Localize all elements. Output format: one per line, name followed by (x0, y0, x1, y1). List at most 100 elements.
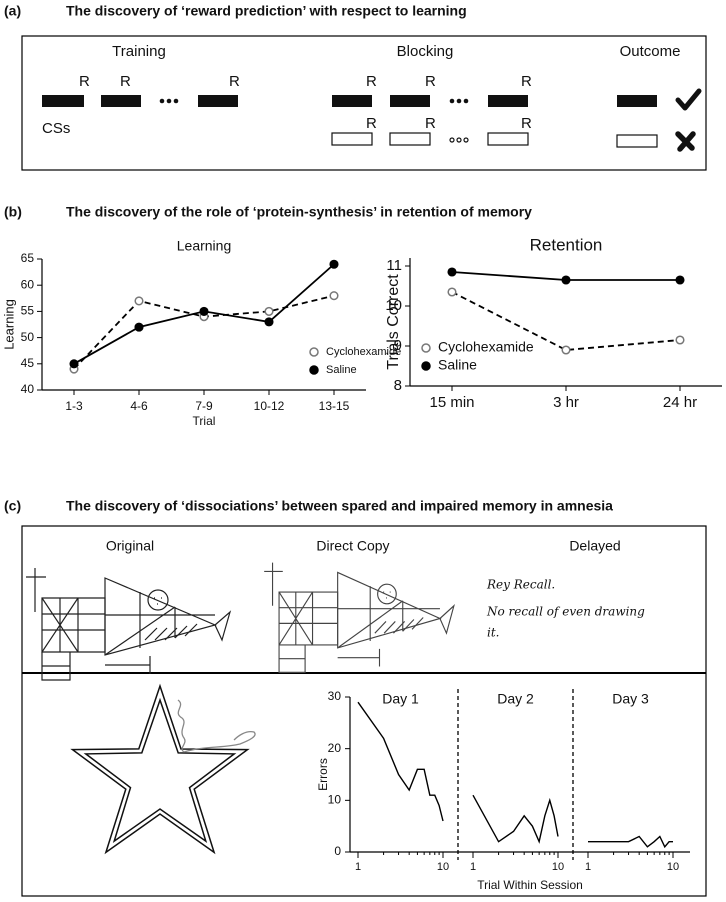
cs-bar (101, 95, 141, 107)
reinforcer: R (79, 73, 90, 90)
column-header: Delayed (569, 538, 620, 554)
series-line (357, 701, 444, 822)
legend-label: Saline (438, 357, 477, 373)
cross-mark (675, 131, 696, 152)
segment-label: Day 2 (497, 691, 534, 707)
marker (421, 361, 431, 371)
ellipsis-dot (463, 98, 469, 104)
y-tick-label: 60 (21, 277, 35, 291)
y-tick-label: 45 (21, 356, 35, 370)
cs-bar (332, 95, 372, 107)
panel-title: The discovery of ‘reward prediction’ wit… (66, 3, 467, 19)
cs-bar (389, 132, 431, 146)
y-tick-label: 11 (386, 257, 402, 274)
marker (329, 291, 339, 301)
segment-label: Day 3 (612, 691, 649, 707)
panel-title: The discovery of the role of ‘protein-sy… (66, 204, 532, 220)
y-tick-label: 10 (328, 793, 342, 807)
cs-bar (488, 95, 528, 107)
cs-bar (487, 132, 529, 146)
cs-label: CSs (42, 120, 70, 137)
x-axis-label: Trial (193, 414, 216, 428)
y-tick-label: 8 (394, 377, 402, 394)
panel-box (21, 35, 707, 171)
cs-bar (390, 95, 430, 107)
y-tick-label: 40 (21, 382, 35, 396)
y-tick-label: 50 (21, 330, 35, 344)
x-tick-label: 1-3 (65, 399, 83, 413)
marker (561, 345, 571, 355)
y-tick-label: 0 (334, 844, 341, 858)
y-tick-label: 65 (21, 251, 35, 265)
y-tick-label: 30 (328, 689, 342, 703)
marker (69, 359, 79, 369)
marker (264, 306, 274, 316)
marker (264, 317, 274, 327)
ellipsis-dot (159, 98, 165, 104)
reinforcer: R (521, 73, 532, 90)
y-tick-label: 55 (21, 304, 35, 318)
recall-note: it. (487, 626, 499, 640)
series-line (588, 835, 673, 849)
x-tick-label: 7-9 (195, 399, 213, 413)
marker (561, 275, 571, 285)
star-outer (70, 683, 250, 855)
marker (421, 343, 431, 353)
x-tick-label: 10 (552, 861, 564, 873)
cs-open-bars (331, 132, 658, 148)
series-line (73, 294, 335, 370)
copy-drawing (263, 562, 455, 673)
original-drawing (25, 567, 231, 681)
column-header: Blocking (397, 43, 454, 60)
marker (447, 267, 457, 277)
recall-note: No recall of even drawing (486, 605, 645, 619)
panel-label: (b) (4, 204, 22, 220)
x-tick-label: 10 (437, 861, 449, 873)
reinforcer: R (366, 115, 377, 132)
panel-title: The discovery of ‘dissociations’ between… (66, 498, 613, 514)
column-header: Outcome (620, 43, 681, 60)
x-tick-label: 4-6 (130, 399, 148, 413)
x-tick-label: 1 (470, 861, 476, 873)
marker (134, 296, 144, 306)
legend-label: Saline (326, 364, 357, 376)
x-tick-label: 10 (667, 861, 679, 873)
legend-label: Cyclohexamide (326, 346, 401, 358)
x-tick-label: 15 min (429, 394, 474, 411)
cs-bar (616, 134, 658, 148)
ellipsis-dot (449, 137, 455, 143)
y-axis-label: Errors (316, 758, 330, 791)
y-axis-label: Trials Correct (385, 274, 402, 370)
marker (447, 287, 457, 297)
reinforcer: R (521, 115, 532, 132)
ellipsis-dot (173, 98, 179, 104)
x-tick-label: 3 hr (553, 394, 579, 411)
y-axis-label: Learning (1, 299, 16, 350)
ellipsis-dot (456, 137, 462, 143)
tracing-scribble (177, 699, 256, 753)
x-tick-label: 13-15 (319, 399, 350, 413)
reinforcer: R (425, 115, 436, 132)
column-header: Training (112, 43, 166, 60)
segment-label: Day 1 (382, 691, 419, 707)
cs-filled-bars (42, 95, 657, 107)
marker (199, 306, 209, 316)
x-tick-label: 1 (585, 861, 591, 873)
reinforcer: R (366, 73, 377, 90)
ellipsis-dot (166, 98, 172, 104)
panel-label: (a) (4, 3, 21, 19)
series-line (451, 291, 681, 351)
x-tick-label: 24 hr (663, 394, 697, 411)
cs-bar (331, 132, 373, 146)
reinforcer: R (425, 73, 436, 90)
marker (329, 259, 339, 269)
y-tick-label: 10 (385, 297, 402, 314)
y-tick-label: 20 (328, 741, 342, 755)
cs-bar (617, 95, 657, 107)
check-mark (675, 88, 702, 111)
panel-label: (c) (4, 498, 21, 514)
reinforcer: R (229, 73, 240, 90)
marker (675, 335, 685, 345)
